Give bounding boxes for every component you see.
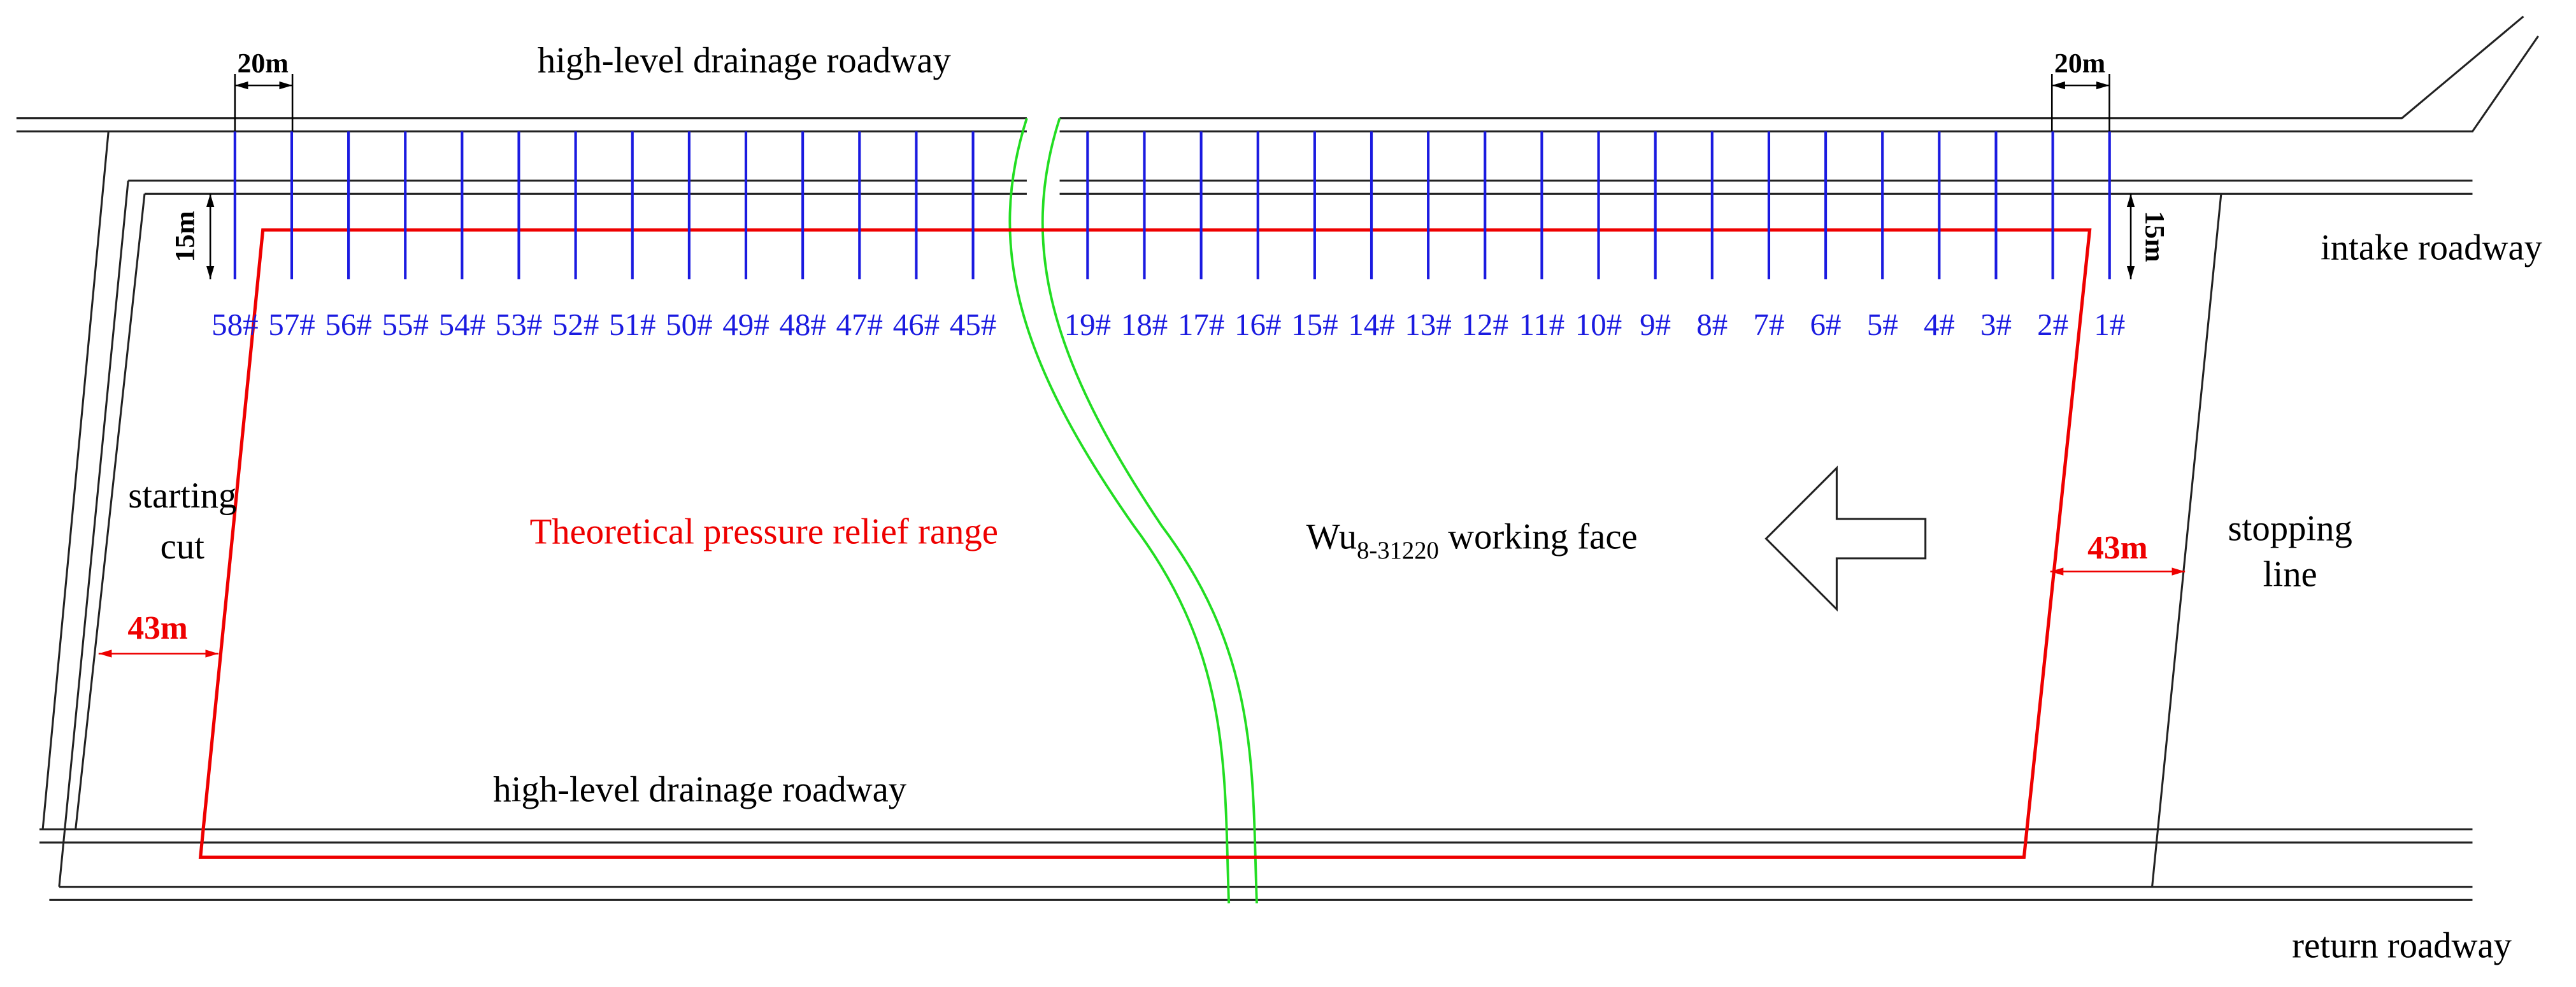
starting-cut-label: cut <box>161 527 205 567</box>
borehole-label: 4# <box>1924 307 1955 342</box>
borehole-label: 16# <box>1234 307 1282 342</box>
borehole-label: 58# <box>211 307 258 342</box>
borehole-label: 5# <box>1867 307 1898 342</box>
borehole-label: 9# <box>1640 307 1671 342</box>
pressure-relief-range <box>198 228 2092 859</box>
borehole-label: 3# <box>1980 307 2012 342</box>
borehole-label: 17# <box>1178 307 1225 342</box>
range-label: Theoretical pressure relief range <box>530 512 998 552</box>
starting-cut-label: starting <box>128 476 236 516</box>
borehole-label: 15# <box>1291 307 1338 342</box>
dimension-label: 43m <box>127 610 188 646</box>
dimensions: 20m 20m 15m 15m 43m 43m <box>98 48 2186 658</box>
borehole-label: 49# <box>722 307 769 342</box>
borehole-label: 48# <box>779 307 826 342</box>
dimension-label: 15m <box>169 211 200 262</box>
borehole-label: 1# <box>2094 307 2125 342</box>
borehole-label: 47# <box>836 307 884 342</box>
working-face-subscript: 8-31220 <box>1357 537 1439 564</box>
borehole-label: 6# <box>1810 307 1842 342</box>
borehole-label: 7# <box>1753 307 1784 342</box>
borehole-label: 56# <box>325 307 372 342</box>
borehole-label: 54# <box>439 307 486 342</box>
borehole-label: 14# <box>1348 307 1395 342</box>
borehole-label: 51# <box>609 307 655 342</box>
top-roadway-label: high-level drainage roadway <box>538 40 951 80</box>
stopping-line-label: line <box>2263 555 2317 595</box>
return-roadway-label: return roadway <box>2292 926 2512 966</box>
advance-arrow <box>1764 465 1927 612</box>
borehole-label: 2# <box>2037 307 2068 342</box>
dimension-label: 20m <box>238 48 289 78</box>
stopping-line-label: stopping <box>2228 509 2352 549</box>
borehole-label: 13# <box>1405 307 1452 342</box>
borehole-label: 57# <box>268 307 315 342</box>
dimension-label: 43m <box>2087 530 2148 566</box>
working-face-suffix: working face <box>1439 516 1638 557</box>
dimension-label: 20m <box>2054 48 2105 78</box>
borehole-label: 19# <box>1064 307 1111 342</box>
roadway-lines <box>16 15 2539 901</box>
boreholes: 58# 57# 56# 55# 54# 53# 52# 51# 50# 49# 48# 47# 46# 4… <box>211 131 2125 342</box>
working-face-label: Wu8-31220 working face <box>1306 516 1637 564</box>
borehole-label: 12# <box>1462 307 1509 342</box>
borehole-label: 11# <box>1519 307 1565 342</box>
borehole-label: 18# <box>1121 307 1168 342</box>
borehole-label: 46# <box>893 307 940 342</box>
dimension-label: 15m <box>2139 211 2170 262</box>
borehole-label: 8# <box>1696 307 1728 342</box>
borehole-label: 52# <box>552 307 599 342</box>
fault-zone <box>1008 118 1258 904</box>
borehole-label: 50# <box>666 307 713 342</box>
intake-roadway-label: intake roadway <box>2321 227 2543 267</box>
bottom-roadway-label: high-level drainage roadway <box>493 770 906 810</box>
borehole-label: 45# <box>950 307 997 342</box>
borehole-label: 53# <box>496 307 542 342</box>
borehole-label: 55# <box>382 307 429 342</box>
working-face-name: Wu <box>1306 516 1357 557</box>
borehole-label: 10# <box>1575 307 1622 342</box>
